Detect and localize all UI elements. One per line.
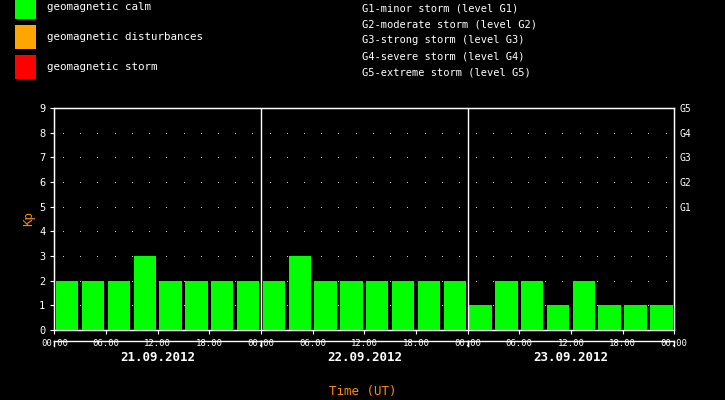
Bar [315,281,336,330]
Bar [108,281,130,330]
Text: geomagnetic storm: geomagnetic storm [47,62,157,72]
Bar [185,281,207,330]
Bar [521,281,543,330]
Bar [392,281,414,330]
Text: G3-strong storm (level G3): G3-strong storm (level G3) [362,36,525,46]
Bar [82,281,104,330]
Bar [237,281,260,330]
Text: geomagnetic calm: geomagnetic calm [47,2,151,12]
Bar [418,281,440,330]
Text: 21.09.2012: 21.09.2012 [120,351,195,364]
Text: 22.09.2012: 22.09.2012 [327,351,402,364]
Bar [211,281,233,330]
Bar [366,281,389,330]
Bar [444,281,466,330]
FancyBboxPatch shape [14,0,36,19]
Bar [573,281,595,330]
Bar [624,305,647,330]
Bar [262,281,285,330]
Bar [56,281,78,330]
Bar [160,281,182,330]
FancyBboxPatch shape [14,25,36,49]
Bar [469,305,492,330]
Bar [289,256,311,330]
FancyBboxPatch shape [14,54,36,79]
Bar [599,305,621,330]
Text: G5-extreme storm (level G5): G5-extreme storm (level G5) [362,67,531,77]
Text: Time (UT): Time (UT) [328,385,397,398]
Bar [495,281,518,330]
Text: G1-minor storm (level G1): G1-minor storm (level G1) [362,4,519,14]
Bar [340,281,362,330]
Bar [547,305,569,330]
Text: 23.09.2012: 23.09.2012 [534,351,608,364]
Bar [650,305,673,330]
Text: geomagnetic disturbances: geomagnetic disturbances [47,32,203,42]
Bar [133,256,156,330]
Text: G4-severe storm (level G4): G4-severe storm (level G4) [362,51,525,61]
Y-axis label: Kp: Kp [22,212,35,226]
Text: G2-moderate storm (level G2): G2-moderate storm (level G2) [362,20,537,30]
